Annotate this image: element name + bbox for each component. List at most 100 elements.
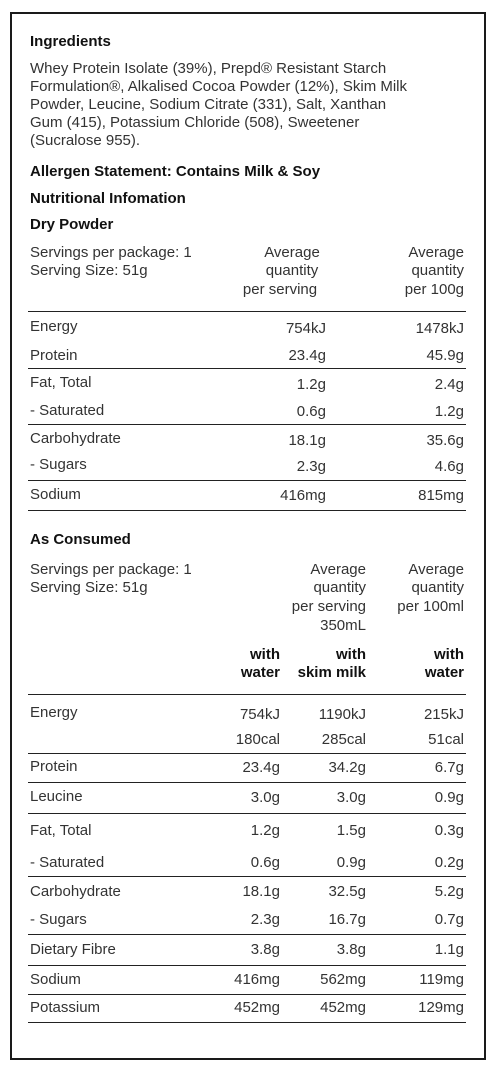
consumed-row-value: 452mg (320, 999, 366, 1016)
consumed-row-label: Sodium (30, 971, 81, 988)
sub-header-with-water-100: water (424, 664, 464, 681)
consumed-col-serving-header: quantity (313, 579, 366, 596)
consumed-row-value: 3.0g (336, 789, 366, 806)
as-consumed-title: As Consumed (30, 531, 131, 548)
ingredients-line: Powder, Leucine, Sodium Citrate (331), S… (30, 96, 387, 113)
dry-row-label: Protein (30, 347, 78, 364)
divider (28, 782, 466, 783)
consumed-row-label: Protein (30, 758, 78, 775)
dry-row-value: 815mg (418, 487, 464, 504)
consumed-row-value: 1.5g (336, 822, 366, 839)
consumed-row-value: 6.7g (434, 759, 464, 776)
dry-row-value: 1478kJ (415, 320, 464, 337)
dry-row-value: 754kJ (285, 320, 326, 337)
dry-row-value: 23.4g (288, 347, 326, 364)
consumed-row-value: 562mg (320, 971, 366, 988)
divider (28, 311, 466, 312)
dry-row-label: Carbohydrate (30, 430, 121, 447)
consumed-row-label: - Sugars (30, 911, 87, 928)
consumed-row-label: - Saturated (30, 854, 105, 871)
consumed-serving-size: Serving Size: 51g (30, 579, 148, 596)
sub-header-with-skim-milk: skim milk (297, 664, 366, 681)
consumed-row-value: 16.7g (328, 911, 366, 928)
label-frame (10, 12, 486, 1060)
sub-header-with-water: water (240, 664, 280, 681)
consumed-row-value: 0.7g (434, 911, 464, 928)
ingredients-text: Whey Protein Isolate (39%), Prepd® Resis… (30, 60, 450, 150)
dry-row-value: 4.6g (434, 458, 464, 475)
ingredients-line: Gum (415), Potassium Chloride (508), Swe… (30, 114, 360, 131)
dry-servings: Servings per package: 1 (30, 244, 192, 261)
consumed-row-value: 34.2g (328, 759, 366, 776)
ingredients-line: (Sucralose 955). (30, 132, 141, 149)
dry-serving-size: Serving Size: 51g (30, 262, 148, 279)
consumed-row-value: 1190kJ (318, 706, 366, 723)
sub-header-with-water-100: with (434, 646, 464, 663)
consumed-row-label: Potassium (30, 999, 101, 1016)
dry-col2-header-line: per 100g (404, 281, 464, 298)
ingredients-title: Ingredients (30, 33, 111, 50)
dry-row-label: Fat, Total (30, 374, 92, 391)
dry-row-value: 2.3g (296, 458, 326, 475)
dry-row-value: 35.6g (426, 432, 464, 449)
consumed-row-value: 32.5g (328, 883, 366, 900)
dry-row-value: 1.2g (296, 376, 326, 393)
consumed-servings: Servings per package: 1 (30, 561, 192, 578)
consumed-col-100-header: per 100ml (397, 598, 464, 615)
consumed-row-value: 23.4g (242, 759, 280, 776)
consumed-row-value: 0.3g (434, 822, 464, 839)
consumed-col-100-header: Average (408, 561, 464, 578)
dry-row-value: 2.4g (434, 376, 464, 393)
consumed-col-100-header: quantity (411, 579, 464, 596)
allergen-statement: Allergen Statement: Contains Milk & Soy (30, 163, 321, 180)
consumed-row-value: 416mg (234, 971, 280, 988)
divider (28, 694, 466, 695)
consumed-row-label: Leucine (30, 788, 83, 805)
dry-row-label: - Saturated (30, 402, 105, 419)
consumed-row-value: 3.8g (336, 941, 366, 958)
consumed-row-value: 0.9g (434, 789, 464, 806)
dry-row-value: 45.9g (426, 347, 464, 364)
consumed-col-serving-header: Average (310, 561, 366, 578)
divider (28, 994, 466, 995)
consumed-row-value: 3.0g (250, 789, 280, 806)
sub-header-with-water: with (250, 646, 280, 663)
dry-row-value: 18.1g (288, 432, 326, 449)
consumed-row-value: 2.3g (250, 911, 280, 928)
consumed-row-label: Carbohydrate (30, 883, 121, 900)
consumed-row-value: 285cal (321, 731, 366, 748)
consumed-row-value: 1.2g (250, 822, 280, 839)
consumed-row-value: 180cal (235, 731, 280, 748)
consumed-row-value: 119mg (419, 971, 464, 988)
consumed-row-label: Dietary Fibre (30, 941, 116, 958)
divider (28, 424, 466, 425)
consumed-row-value: 215kJ (423, 706, 464, 723)
ingredients-line: Whey Protein Isolate (39%), Prepd® Resis… (30, 60, 387, 77)
consumed-row-value: 0.2g (434, 854, 464, 871)
divider (28, 1022, 466, 1023)
dry-col2-header-line: quantity (411, 262, 464, 279)
divider (28, 753, 466, 754)
dry-row-value: 416mg (280, 487, 326, 504)
dry-row-label: - Sugars (30, 456, 87, 473)
nutrition-title: Nutritional Infomation (30, 190, 186, 207)
divider (28, 965, 466, 966)
divider (28, 934, 466, 935)
consumed-row-value: 452mg (234, 999, 280, 1016)
dry-col1-header-line: Average (264, 244, 320, 261)
divider (28, 510, 466, 511)
consumed-row-value: 18.1g (242, 883, 280, 900)
ingredients-line: Formulation®, Alkalised Cocoa Powder (12… (30, 78, 408, 95)
consumed-row-value: 0.9g (336, 854, 366, 871)
dry-row-label: Sodium (30, 486, 81, 503)
consumed-row-value: 3.8g (250, 941, 280, 958)
dry-row-value: 1.2g (434, 403, 464, 420)
consumed-row-label: Fat, Total (30, 822, 92, 839)
divider (28, 368, 466, 369)
consumed-row-value: 51cal (428, 731, 464, 748)
consumed-row-label: Energy (30, 704, 78, 721)
consumed-row-value: 129mg (418, 999, 464, 1016)
consumed-row-value: 5.2g (434, 883, 464, 900)
dry-row-label: Energy (30, 318, 78, 335)
dry-powder-title: Dry Powder (30, 216, 114, 233)
